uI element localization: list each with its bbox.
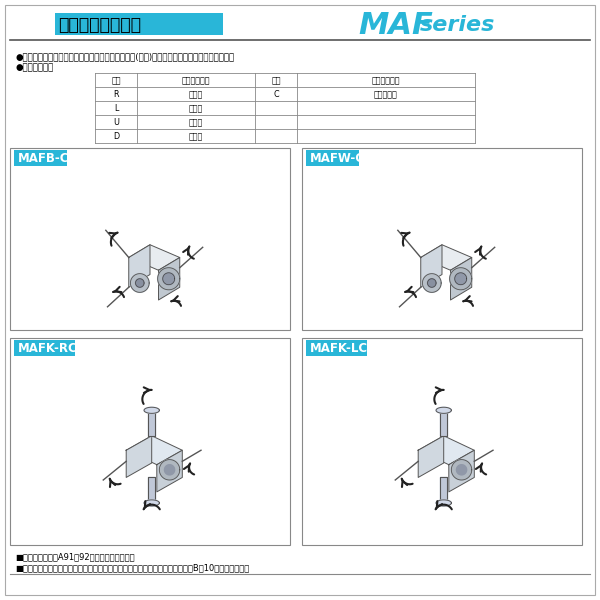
Polygon shape <box>451 257 472 300</box>
FancyBboxPatch shape <box>302 148 582 330</box>
Text: L: L <box>114 104 118 113</box>
Text: ■軸配置の詳細はA91・92を参照して下さい。: ■軸配置の詳細はA91・92を参照して下さい。 <box>15 552 134 561</box>
FancyBboxPatch shape <box>14 150 67 166</box>
Polygon shape <box>158 257 180 300</box>
Polygon shape <box>451 460 472 480</box>
FancyBboxPatch shape <box>14 340 74 356</box>
Text: ●軸配置は入力軸またはモータを手前にして出力軸(青色)の出ている方向で決定して下さい。: ●軸配置は入力軸またはモータを手前にして出力軸(青色)の出ている方向で決定して下… <box>15 52 234 61</box>
Polygon shape <box>457 465 467 475</box>
Polygon shape <box>455 273 467 284</box>
FancyBboxPatch shape <box>302 338 582 545</box>
Polygon shape <box>144 407 160 413</box>
Polygon shape <box>160 460 180 480</box>
Polygon shape <box>158 268 180 290</box>
Text: 下　側: 下 側 <box>189 132 203 141</box>
Polygon shape <box>130 274 149 292</box>
FancyBboxPatch shape <box>306 150 359 166</box>
Text: MAFB-C: MAFB-C <box>18 151 70 164</box>
Text: 右　側: 右 側 <box>189 90 203 99</box>
Text: 左　側: 左 側 <box>189 104 203 113</box>
Polygon shape <box>129 245 150 287</box>
Text: 出力軸の方向: 出力軸の方向 <box>182 76 210 85</box>
Text: R: R <box>113 90 119 99</box>
Text: MAF: MAF <box>358 10 433 40</box>
Polygon shape <box>157 450 182 492</box>
Polygon shape <box>418 436 475 464</box>
Text: MAFK-RC: MAFK-RC <box>18 341 78 355</box>
Polygon shape <box>418 436 444 478</box>
Text: ●軸配置の記号: ●軸配置の記号 <box>15 63 53 72</box>
Polygon shape <box>129 245 180 270</box>
Text: C: C <box>273 90 279 99</box>
Polygon shape <box>164 465 175 475</box>
Text: series: series <box>420 15 496 35</box>
Polygon shape <box>428 279 436 287</box>
FancyBboxPatch shape <box>10 148 290 330</box>
Text: 出力軸の方向: 出力軸の方向 <box>372 76 400 85</box>
Polygon shape <box>126 436 182 464</box>
Polygon shape <box>436 407 451 413</box>
Polygon shape <box>440 410 447 436</box>
Polygon shape <box>136 279 144 287</box>
Polygon shape <box>148 410 155 436</box>
FancyBboxPatch shape <box>5 5 595 595</box>
Polygon shape <box>163 273 175 284</box>
Text: 記号: 記号 <box>271 76 281 85</box>
Polygon shape <box>421 245 442 287</box>
Text: 上　側: 上 側 <box>189 118 203 127</box>
Polygon shape <box>421 245 472 270</box>
Text: U: U <box>113 118 119 127</box>
FancyBboxPatch shape <box>306 340 367 356</box>
Text: 軸配置と回転方向: 軸配置と回転方向 <box>58 16 141 34</box>
Text: D: D <box>113 132 119 141</box>
Text: 記号: 記号 <box>111 76 121 85</box>
Polygon shape <box>449 268 472 290</box>
FancyBboxPatch shape <box>55 13 223 35</box>
Polygon shape <box>126 436 152 478</box>
Text: MAFK-LC: MAFK-LC <box>310 341 368 355</box>
Polygon shape <box>422 274 441 292</box>
Polygon shape <box>436 500 451 506</box>
Polygon shape <box>440 478 447 503</box>
Text: ■特殊な取付状態については、当社へお問い合わせ下さい。なお、参考としてB－10をご覧下さい。: ■特殊な取付状態については、当社へお問い合わせ下さい。なお、参考としてB－10を… <box>15 563 249 572</box>
Polygon shape <box>148 478 155 503</box>
Text: 出力軸両軸: 出力軸両軸 <box>374 90 398 99</box>
Text: MAFW-C: MAFW-C <box>310 151 365 164</box>
FancyBboxPatch shape <box>10 338 290 545</box>
Polygon shape <box>144 500 160 506</box>
Polygon shape <box>449 450 475 492</box>
